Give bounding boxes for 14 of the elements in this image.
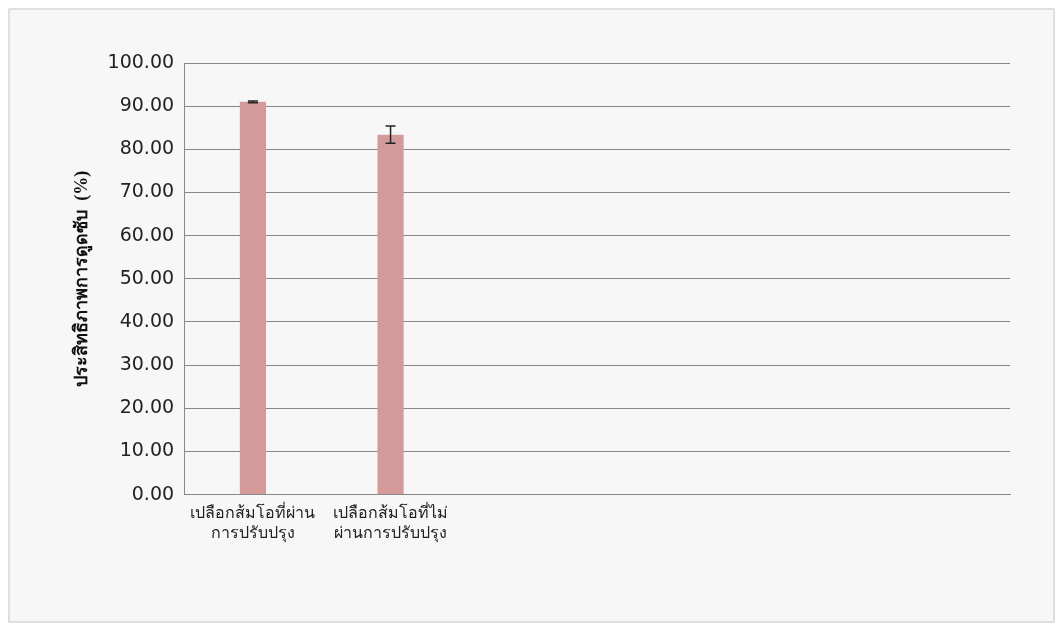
- x-tick-label: เปลือกส้มโอที่ผ่านการปรับปรุง: [190, 501, 316, 543]
- x-tick-label: เปลือกส้มโอที่ไม่ผ่านการปรับปรุง: [333, 501, 449, 543]
- y-tick-label: 60.00: [119, 222, 175, 245]
- y-tick-label: 30.00: [119, 352, 175, 375]
- y-tick-label: 90.00: [119, 93, 175, 116]
- y-tick-label: 10.00: [119, 438, 175, 461]
- y-tick-label: 80.00: [119, 136, 175, 159]
- y-tick-label: 40.00: [119, 308, 175, 331]
- y-axis-title: ประสิทธิภาพการดูดซับ (%): [71, 170, 94, 387]
- y-tick-label: 0.00: [131, 481, 175, 504]
- y-tick-label: 50.00: [119, 265, 175, 288]
- y-tick-label: 100.00: [107, 49, 175, 72]
- y-tick-label: 20.00: [119, 395, 175, 418]
- y-tick-label: 70.00: [119, 179, 175, 202]
